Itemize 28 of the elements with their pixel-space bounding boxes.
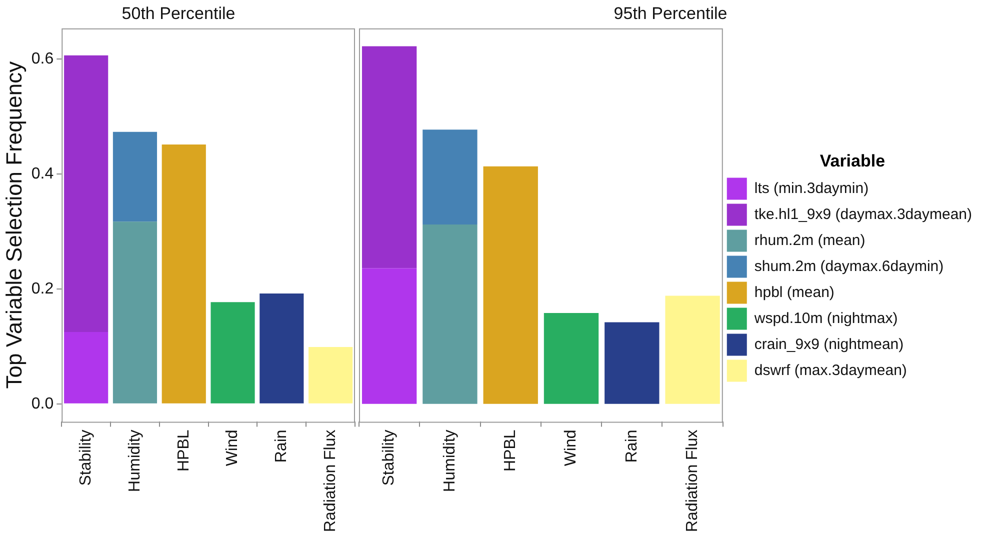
y-axis-title: Top Variable Selection Frequency	[1, 61, 26, 389]
x-tick-label: Radiation Flux	[684, 430, 701, 532]
x-tick-label: HPBL	[175, 430, 192, 472]
chart-title: 50th Percentile	[122, 4, 236, 23]
x-tick-label: Radiation Flux	[322, 430, 339, 532]
legend-label: shum.2m (daymax.6daymin)	[754, 258, 944, 275]
y-tick-label: 0.2	[31, 280, 54, 298]
legend-label: hpbl (mean)	[754, 284, 834, 301]
legend-label: crain_9x9 (nightmean)	[754, 336, 904, 353]
legend-label: rhum.2m (mean)	[754, 232, 866, 249]
x-tick-label: Wind	[224, 430, 242, 466]
y-tick-label: 0.4	[31, 165, 54, 182]
x-tick-label: Rain	[273, 430, 290, 463]
x-tick-label: Wind	[562, 430, 580, 466]
legend-label: lts (min.3daymin)	[754, 180, 869, 197]
legend-label: tke.hl1_9x9 (daymax.3daymean)	[754, 206, 972, 223]
x-tick-label: Stability	[77, 430, 94, 486]
legend-title: Variable	[820, 151, 886, 170]
y-tick-label: 0.6	[31, 50, 54, 68]
x-tick-label: Rain	[623, 430, 640, 463]
x-tick-label: Humidity	[441, 430, 458, 492]
x-tick-label: Stability	[380, 430, 398, 486]
x-tick-label: HPBL	[502, 430, 520, 472]
legend-label: dswrf (max.3daymean)	[754, 362, 907, 379]
legend-label: wspd.10m (nightmax)	[753, 310, 898, 327]
x-tick-label: Humidity	[126, 430, 144, 492]
chart-title: 95th Percentile	[614, 4, 728, 23]
y-tick-label: 0.0	[31, 395, 54, 412]
